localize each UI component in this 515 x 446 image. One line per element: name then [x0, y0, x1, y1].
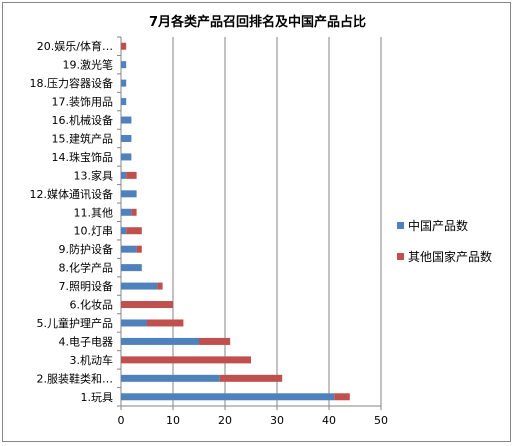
- y-tick-label: 13.家具: [74, 168, 114, 182]
- bar-china: [121, 227, 127, 235]
- y-tick-label: 3.机动车: [70, 353, 114, 367]
- y-tick-label: 15.建筑产品: [52, 131, 114, 145]
- bar-china: [121, 393, 335, 401]
- y-tick-label: 11.其他: [74, 206, 114, 219]
- bar-other: [219, 374, 283, 382]
- bar-other: [126, 227, 142, 235]
- y-tick-label: 6.化妆品: [70, 298, 114, 312]
- bar-china: [121, 190, 137, 198]
- x-tick-label: 20: [218, 414, 232, 427]
- y-tick-label: 9.防护设备: [59, 242, 114, 256]
- bar-other: [126, 171, 137, 179]
- y-tick-label: 16.机械设备: [52, 113, 114, 127]
- x-tick-label: 50: [374, 414, 388, 427]
- bar-other: [121, 301, 173, 309]
- y-tick-label: 5.儿童护理产品: [37, 316, 114, 330]
- bar-china: [121, 134, 132, 142]
- bar-other: [147, 319, 184, 327]
- bar-other: [199, 337, 231, 345]
- bar-china: [121, 61, 127, 69]
- chart-frame: 7月各类产品召回排名及中国产品占比 0 10 20 30 40 50 1.玩具 2.服装鞋类和…: [2, 2, 511, 442]
- y-tick-label: 4.电子电器: [59, 335, 114, 348]
- legend-item-other: 其他国家产品数: [397, 247, 492, 265]
- y-tick-label: 7.照明设备: [59, 279, 114, 293]
- y-tick-label: 1.玩具: [81, 391, 114, 404]
- chart-title: 7月各类产品召回排名及中国产品占比: [148, 15, 367, 30]
- x-tick-label: 40: [322, 414, 336, 427]
- y-tick-label: 18.压力容器设备: [30, 76, 114, 90]
- legend-label-china: 中国产品数: [408, 218, 469, 233]
- bar-china: [121, 282, 158, 290]
- bar-china: [121, 171, 127, 179]
- legend-label-other: 其他国家产品数: [408, 249, 493, 264]
- bar-china: [121, 264, 142, 272]
- y-tick-label: 10.灯串: [74, 225, 114, 238]
- y-tick-label: 17.装饰用品: [52, 95, 114, 109]
- plot-area: 0 10 20 30 40 50 1.玩具 2.服装鞋类和… 3.机动车 4.电子电器 5.儿童护理…: [30, 36, 388, 427]
- y-tick-label: 2.服装鞋类和…: [37, 371, 114, 385]
- legend-swatch-china: [397, 221, 404, 229]
- y-tick-label: 19.激光笔: [63, 58, 114, 72]
- bar-china: [121, 116, 132, 124]
- bar-other: [334, 393, 350, 401]
- y-tick-label: 14.珠宝饰品: [52, 150, 114, 164]
- x-tick-label: 10: [166, 414, 180, 427]
- y-tick-label: 12.媒体通讯设备: [30, 187, 114, 201]
- bar-china: [121, 374, 220, 382]
- legend-swatch-other: [397, 252, 404, 260]
- bar-china: [121, 153, 132, 161]
- y-tick-label: 8.化学产品: [59, 261, 114, 275]
- bar-other: [121, 42, 127, 50]
- bar-other: [157, 282, 163, 290]
- y-tick-label: 20.娱乐/体育…: [37, 39, 113, 53]
- bar-china: [121, 98, 127, 106]
- bar-other: [136, 245, 142, 253]
- bar-china: [121, 79, 127, 87]
- bar-other: [121, 356, 251, 364]
- x-tick-label: 0: [118, 414, 125, 427]
- bar-china: [121, 245, 137, 253]
- bar-china: [121, 337, 199, 345]
- legend: 中国产品数 其他国家产品数: [397, 216, 492, 278]
- bar-other: [131, 208, 137, 216]
- x-tick-label: 30: [270, 414, 284, 427]
- legend-item-china: 中国产品数: [397, 216, 492, 234]
- bar-china: [121, 208, 132, 216]
- bar-china: [121, 319, 147, 327]
